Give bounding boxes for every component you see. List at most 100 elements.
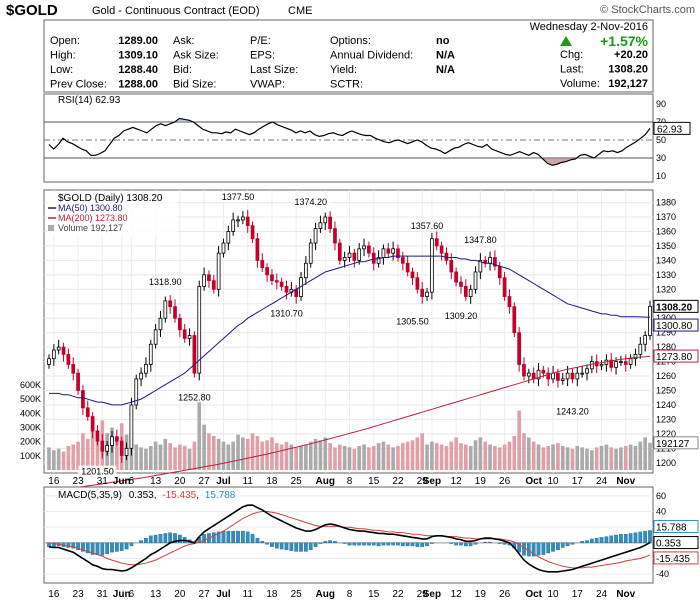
quote-label: Ask Size: — [173, 50, 219, 62]
annotation-bg — [553, 405, 592, 417]
volume-bar — [386, 444, 391, 470]
volume-bar — [551, 444, 555, 470]
macd-histogram-bar — [517, 542, 521, 553]
macd-histogram-bar — [289, 542, 294, 551]
candle-body — [250, 225, 255, 240]
x-axis-label: Jun — [113, 476, 131, 487]
volume-bar — [357, 445, 362, 470]
quote-label: Low: — [50, 64, 73, 76]
candle-body — [405, 262, 410, 273]
candle-body — [47, 358, 51, 365]
macd-histogram-bar — [560, 542, 565, 548]
candle-body — [51, 349, 56, 360]
macd-histogram-bar — [318, 542, 323, 544]
candle-body — [478, 259, 483, 273]
volume-bar — [245, 438, 250, 470]
volume-bar — [410, 440, 415, 470]
quote-value: N/A — [436, 64, 455, 76]
macd-signal-line — [48, 511, 651, 569]
macd-histogram-bar — [623, 534, 628, 543]
candle-body — [76, 372, 80, 391]
x-axis-label: 25 — [291, 589, 303, 600]
price-annotation: 1310.70 — [270, 309, 303, 319]
macd-histogram-bar — [250, 534, 255, 543]
macd-legend: MACD(5,35,9) 0.353, -15.435, 15.788 — [58, 490, 236, 501]
volume-bar — [473, 440, 478, 470]
x-axis-label: Nov — [616, 589, 635, 600]
candle-body — [304, 262, 308, 279]
x-axis-label: 13 — [150, 589, 162, 600]
macd-right-box — [653, 536, 699, 550]
candle-body — [95, 430, 100, 442]
candle-body — [202, 274, 206, 287]
candle-body — [473, 271, 478, 290]
annotation-bg — [461, 234, 500, 246]
exchange: CME — [288, 5, 312, 17]
candle-body — [502, 277, 507, 297]
quote-label: Last Size: — [250, 64, 298, 76]
x-axis-label: 20 — [174, 589, 186, 600]
price-annotation: 1243.20 — [556, 406, 589, 416]
x-axis-label: 19 — [475, 476, 487, 487]
candle-body — [362, 245, 366, 250]
macd-histogram-bar — [153, 534, 158, 543]
candle-body — [153, 329, 158, 345]
price-panel: 1380137013601350134013301320131013001290… — [20, 189, 699, 493]
candle-body — [85, 407, 90, 417]
candle-body — [391, 248, 395, 254]
candle-body — [614, 361, 618, 368]
macd-histogram-bar — [459, 542, 463, 546]
price-right-label: 1300.80 — [656, 321, 693, 332]
macd-histogram-bar — [148, 535, 153, 543]
x-axis-label: 6 — [129, 476, 135, 487]
volume-bar — [241, 437, 245, 470]
volume-bar — [362, 444, 366, 470]
volume-bar — [47, 447, 51, 470]
rsi-tick-label: 30 — [656, 153, 666, 163]
volume-bar — [299, 445, 303, 470]
volume-bar — [158, 444, 163, 470]
candle-body — [546, 372, 551, 380]
volume-bar — [221, 441, 226, 470]
macd-histogram-bar — [342, 542, 347, 544]
macd-histogram-bar — [139, 540, 143, 543]
volume-bar — [371, 445, 376, 470]
candle-body — [449, 259, 454, 273]
macd-histogram-bar — [66, 542, 71, 548]
candle-body — [226, 231, 231, 244]
macd-histogram-bar — [265, 542, 269, 545]
volume-bar — [294, 447, 299, 470]
volume-bar — [270, 437, 274, 470]
candle-body — [255, 238, 260, 261]
volume-bar — [405, 441, 410, 470]
volume-bar — [381, 441, 386, 470]
price-frame — [43, 189, 654, 474]
macd-histogram-bar — [628, 533, 633, 543]
candle-body — [526, 372, 531, 377]
price-annotation: 1305.50 — [396, 316, 429, 326]
x-axis-label: 16 — [48, 476, 60, 487]
volume-bar — [308, 441, 313, 470]
candle-body — [56, 346, 61, 351]
annotation-bg — [393, 315, 432, 327]
x-axis-label: 15 — [368, 476, 380, 487]
volume-bar — [594, 447, 599, 470]
macd-histogram-bar — [400, 542, 405, 547]
macd-histogram-bar — [85, 542, 90, 554]
macd-histogram-bar — [604, 536, 609, 543]
volume-bar — [192, 441, 197, 470]
candle-body — [260, 259, 265, 269]
volume-bar — [444, 445, 449, 470]
volume-bar — [129, 443, 134, 470]
price-right-box — [653, 436, 699, 450]
candle-body — [347, 252, 352, 258]
macd-histogram-bar — [168, 532, 173, 543]
volume-bar — [134, 444, 139, 470]
x-axis-label: Aug — [316, 589, 335, 600]
candle-body — [124, 447, 129, 456]
quote-label: P/E: — [250, 35, 271, 47]
candle-body — [541, 369, 546, 374]
volume-bar — [66, 445, 71, 470]
x-axis-label: 29 — [417, 589, 429, 600]
